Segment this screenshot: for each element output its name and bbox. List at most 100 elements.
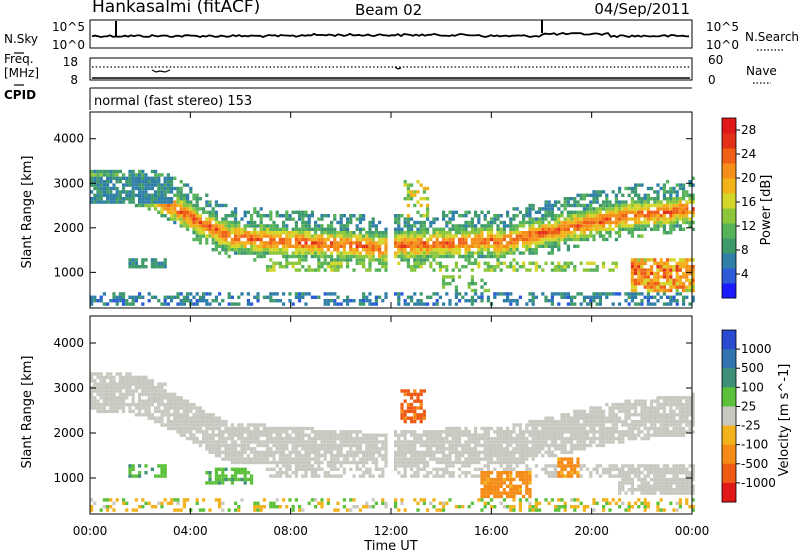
power-cell [211, 299, 215, 303]
power-cell [304, 224, 308, 228]
velocity-cell [576, 419, 580, 424]
velocity-cell [90, 508, 94, 512]
power-cell [467, 220, 471, 225]
power-cell [643, 217, 647, 221]
power-cell [643, 261, 647, 265]
power-cell [154, 169, 158, 174]
power-cell [666, 295, 670, 299]
power-cell [285, 234, 289, 238]
velocity-cell [416, 453, 420, 458]
power-cell [416, 227, 420, 231]
power-cell [544, 210, 548, 214]
power-cell [170, 183, 174, 187]
power-cell [288, 299, 292, 303]
power-cell [669, 231, 673, 235]
velocity-cell [406, 440, 410, 444]
velocity-cell [499, 474, 503, 478]
power-cell [666, 207, 670, 211]
velocity-cell [403, 416, 407, 420]
power-cell [192, 214, 196, 218]
velocity-cell [336, 443, 340, 448]
velocity-cell [528, 419, 532, 424]
power-cell [362, 254, 366, 259]
velocity-cell [454, 450, 458, 454]
velocity-cell [131, 409, 135, 414]
power-cell [410, 244, 414, 248]
power-cell [634, 271, 638, 276]
power-cell [394, 234, 398, 238]
power-cell [163, 295, 167, 299]
velocity-cell [163, 382, 167, 386]
power-cell [477, 254, 481, 259]
power-cell [490, 234, 494, 238]
velocity-cell [419, 416, 423, 420]
power-cell [627, 186, 631, 191]
velocity-cell [298, 505, 302, 509]
power-cell [170, 197, 174, 201]
power-cell [118, 299, 122, 303]
power-colorbar-swatch [722, 238, 736, 254]
power-cell [349, 251, 353, 255]
velocity-cell [515, 474, 519, 478]
power-cell [579, 214, 583, 218]
power-cell [454, 234, 458, 238]
power-cell [173, 186, 177, 191]
power-cell [227, 254, 231, 259]
power-cell [163, 258, 167, 262]
velocity-cell [96, 402, 100, 407]
power-cell [189, 210, 193, 214]
power-cell [659, 203, 663, 208]
velocity-cell [346, 450, 350, 454]
power-cell [646, 224, 650, 228]
power-cell [602, 203, 606, 208]
power-cell [147, 183, 151, 187]
power-cell [179, 302, 183, 306]
velocity-cell [182, 402, 186, 407]
power-cell [160, 207, 164, 211]
power-cell [602, 200, 606, 204]
power-cell [566, 234, 570, 238]
velocity-cell [317, 467, 321, 471]
velocity-cell [496, 440, 500, 444]
velocity-cell [560, 423, 564, 427]
power-cell [96, 299, 100, 303]
velocity-cell [493, 505, 497, 509]
velocity-cell [109, 385, 113, 390]
power-cell [598, 190, 602, 194]
power-cell [227, 241, 231, 245]
velocity-cell [250, 430, 254, 434]
power-cell [198, 299, 202, 303]
power-cell [630, 231, 634, 235]
velocity-cell [515, 450, 519, 454]
velocity-cell [499, 426, 503, 431]
power-cell [605, 231, 609, 235]
velocity-cell [262, 423, 266, 427]
power-cell [576, 237, 580, 242]
velocity-cell [221, 481, 225, 485]
velocity-cell [352, 453, 356, 458]
power-cell [362, 217, 366, 221]
power-cell [429, 234, 433, 238]
velocity-cell [90, 498, 94, 502]
velocity-cell [106, 385, 110, 390]
power-cell [339, 241, 343, 245]
power-cell [224, 217, 228, 221]
power-cell [90, 176, 94, 180]
velocity-cell [464, 426, 468, 431]
power-cell [256, 210, 260, 214]
power-cell [282, 244, 286, 248]
power-cell [346, 231, 350, 235]
power-cell [525, 302, 529, 306]
velocity-cell [144, 392, 148, 397]
velocity-cell [413, 419, 417, 424]
velocity-cell [381, 498, 385, 502]
velocity-cell [413, 460, 417, 465]
power-cell [198, 214, 202, 218]
velocity-cell [211, 443, 215, 448]
power-cell [624, 299, 628, 303]
power-cell [272, 237, 276, 242]
power-cell [669, 265, 673, 269]
power-cell [166, 200, 170, 204]
velocity-cell [438, 474, 442, 478]
power-cell [410, 248, 414, 252]
